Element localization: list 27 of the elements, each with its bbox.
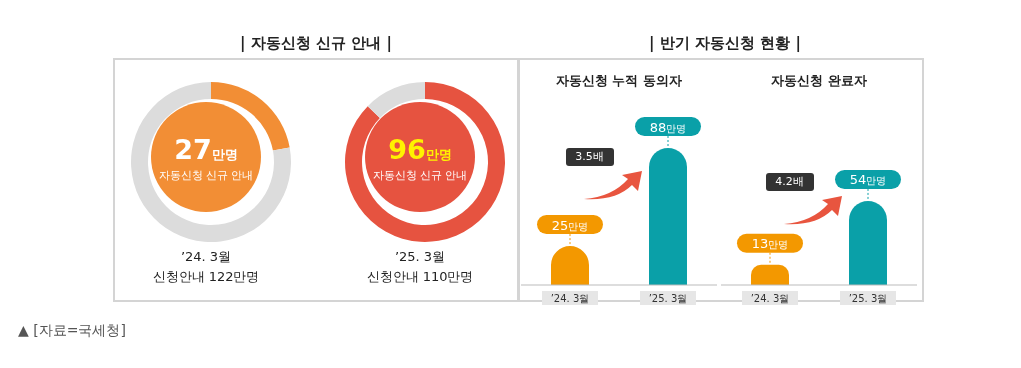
donut-slice	[131, 82, 291, 242]
chart-subtitle: 자동신청 완료자	[770, 72, 868, 90]
x-tick-label: ’24. 3월	[550, 293, 590, 304]
x-tick-label: ’24. 3월	[750, 293, 790, 304]
donut-slice	[367, 82, 425, 119]
data-label: 54만명	[849, 172, 887, 188]
donut-slice	[211, 82, 290, 151]
donut-slice	[345, 82, 505, 242]
annotation: 3.5배	[565, 148, 614, 166]
chart-title: | 반기 자동신청 현황 |	[649, 34, 801, 53]
x-tick-label: ’25. 3월	[648, 293, 688, 304]
text: 자동신청 신규 안내	[157, 168, 255, 183]
text: ▲ [자료=국세청]	[18, 322, 126, 340]
text: ’24. 3월	[179, 248, 233, 266]
chart-title: | 자동신청 신규 안내 |	[240, 34, 392, 53]
x-tick-label: ’25. 3월	[848, 293, 888, 304]
text: 96만명	[388, 134, 452, 165]
text: 자동신청 신규 안내	[371, 168, 469, 183]
data-label: 13만명	[751, 236, 789, 252]
chart-subtitle: 자동신청 누적 동의자	[554, 72, 684, 90]
text: ’25. 3월	[393, 248, 447, 266]
text: 27만명	[174, 134, 238, 165]
data-label: 88만명	[649, 119, 687, 135]
data-label: 25만명	[551, 217, 589, 233]
text: 신청안내 110만명	[365, 268, 475, 286]
text: 4.2배	[765, 173, 814, 191]
text: 신청안내 122만명	[151, 268, 261, 286]
